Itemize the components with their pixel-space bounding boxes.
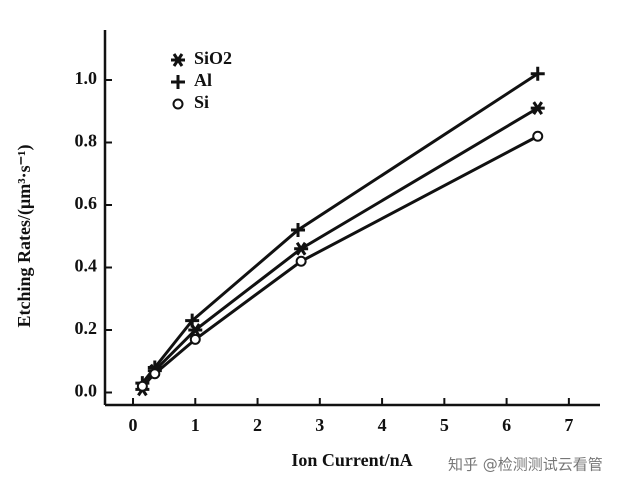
x-tick-label: 1: [191, 415, 200, 435]
marker: [172, 98, 184, 110]
marker: [294, 241, 309, 256]
marker-shape: [171, 53, 185, 67]
marker-shape: [530, 101, 545, 115]
y-tick-label: 0.4: [75, 256, 98, 276]
marker-shape: [136, 380, 148, 392]
y-tick-label: 0.2: [75, 318, 98, 338]
y-tick-label: 1.0: [75, 68, 98, 88]
series-line: [141, 134, 539, 388]
marker: [149, 368, 161, 380]
marker: [171, 53, 185, 67]
marker: [171, 75, 185, 89]
x-tick-label: 4: [378, 415, 387, 435]
marker: [185, 313, 200, 328]
y-tick-label: 0.8: [75, 131, 98, 151]
marker-shape: [295, 255, 307, 267]
marker-shape: [189, 333, 201, 345]
marker-shape: [149, 368, 161, 380]
y-tick-label: 0.0: [75, 381, 98, 401]
marker-shape: [172, 98, 184, 110]
watermark: 知乎 @检测测试云看管: [448, 456, 603, 474]
marker-shape: [291, 223, 306, 237]
x-tick-label: 3: [315, 415, 324, 435]
x-tick-label: 7: [564, 415, 573, 435]
x-axis-label: Ion Current/nA: [291, 450, 412, 470]
legend-label: SiO2: [194, 48, 232, 68]
x-tick-label: 2: [253, 415, 262, 435]
x-tick-label: 6: [502, 415, 511, 435]
y-axis-label: Etching Rates/(μm³·s⁻¹): [14, 145, 35, 328]
marker: [532, 130, 544, 142]
marker-shape: [171, 75, 185, 89]
series-line: [141, 106, 539, 391]
marker: [530, 66, 545, 81]
marker: [291, 223, 306, 237]
marker: [189, 333, 201, 345]
legend-label: Si: [194, 92, 209, 112]
x-tick-label: 0: [129, 415, 138, 435]
y-tick-label: 0.6: [75, 193, 98, 213]
marker: [295, 255, 307, 267]
marker-shape: [532, 130, 544, 142]
marker-shape: [530, 66, 545, 81]
marker-shape: [294, 241, 309, 256]
marker: [136, 380, 148, 392]
marker: [530, 101, 545, 115]
legend-label: Al: [194, 70, 212, 90]
marker-shape: [185, 313, 200, 328]
x-tick-label: 5: [440, 415, 449, 435]
series-line: [141, 72, 539, 385]
